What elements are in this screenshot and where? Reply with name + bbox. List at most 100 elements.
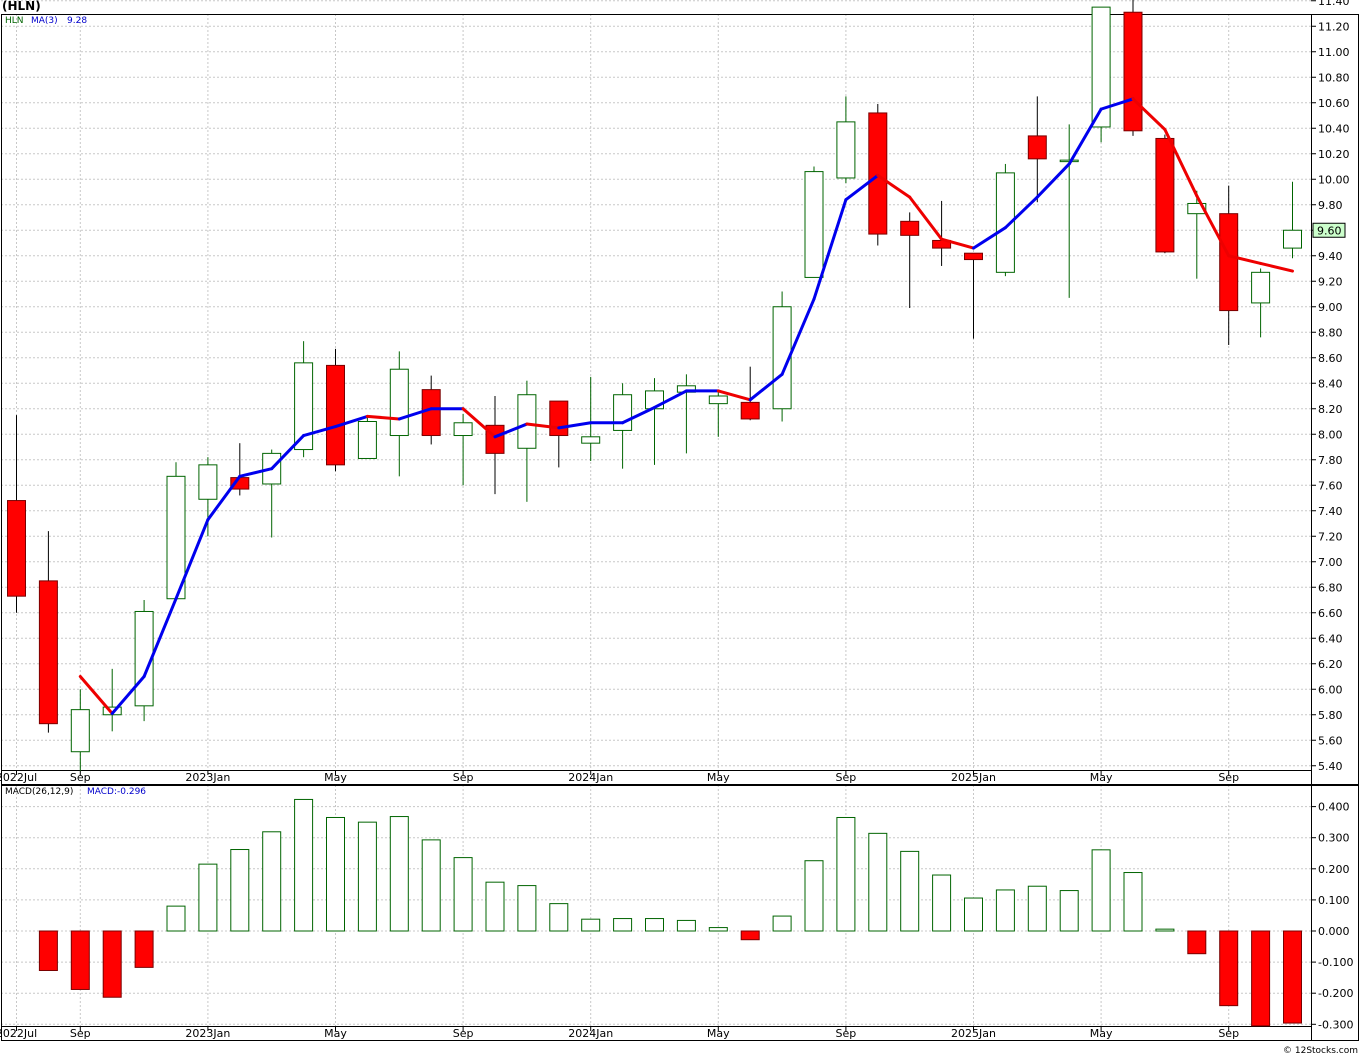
- macd-bar: [868, 832, 888, 932]
- ma-segment: [461, 407, 497, 439]
- candle-body: [613, 394, 633, 431]
- ma-segment: [844, 173, 880, 202]
- x-tick-label: Sep: [453, 1027, 474, 1040]
- y-tick-label: 7.00: [1318, 556, 1343, 569]
- macd-bar: [421, 839, 441, 932]
- macd-bar: [485, 881, 505, 932]
- ma-segment: [812, 198, 848, 301]
- ma-segment: [397, 407, 433, 421]
- ma-segment: [1227, 254, 1263, 265]
- x-tick-label: 2025Jan: [951, 1027, 996, 1040]
- y-tick-label: 9.40: [1318, 250, 1343, 263]
- y-tick-label: 11.40: [1318, 0, 1350, 8]
- y-tick-label: 6.80: [1318, 581, 1343, 594]
- macd-bar: [294, 798, 314, 932]
- candle-body: [836, 121, 856, 179]
- candle-body: [1027, 135, 1047, 160]
- candle-body: [1187, 202, 1207, 215]
- macd-bar: [1091, 849, 1111, 932]
- x-tick-label: Sep: [836, 771, 857, 784]
- y-tick-label: 10.80: [1318, 71, 1350, 84]
- ma-segment: [940, 237, 975, 250]
- candle-body: [1251, 271, 1271, 304]
- y-tick-label: 9.20: [1318, 275, 1343, 288]
- y-tick-label: 6.60: [1318, 607, 1343, 620]
- macd-bar: [1187, 930, 1207, 955]
- y-tick-label: 7.60: [1318, 479, 1343, 492]
- candle-body: [38, 580, 58, 725]
- ma-segment: [334, 414, 369, 429]
- candle-body: [868, 112, 888, 235]
- y-tick-label: 0.000: [1318, 925, 1350, 938]
- y-tick-label: -0.200: [1318, 987, 1353, 1000]
- copyright-text: © 12Stocks.com: [1283, 1046, 1358, 1056]
- candle-body: [804, 171, 824, 278]
- macd-bar: [198, 863, 218, 932]
- y-tick-label: 9.80: [1318, 199, 1343, 212]
- macd-bar: [1027, 885, 1047, 932]
- candle-body: [198, 464, 218, 500]
- y-tick-label: 0.300: [1318, 832, 1350, 845]
- ma-segment: [1035, 162, 1071, 199]
- ma-segment: [876, 173, 912, 199]
- ma-segment: [78, 675, 114, 715]
- ma-segment: [1131, 97, 1167, 132]
- x-tick-label: 2025Jan: [951, 771, 996, 784]
- candle-body: [453, 422, 473, 437]
- candle-body: [357, 421, 377, 459]
- moving-average-line: [78, 97, 1294, 715]
- x-tick-label: 2024Jan: [568, 1027, 613, 1040]
- ma-segment: [908, 195, 944, 241]
- ma-segment: [270, 434, 306, 471]
- macd-bar: [389, 816, 409, 932]
- macd-bar: [262, 831, 282, 932]
- ma-segment: [780, 297, 816, 376]
- last-price-label: 9.60: [1317, 224, 1342, 237]
- ma-segment: [621, 405, 656, 425]
- y-tick-label: 0.100: [1318, 894, 1350, 907]
- macd-bar: [932, 874, 952, 932]
- ma-segment: [653, 389, 688, 409]
- macd-bar: [326, 816, 345, 932]
- y-tick-label: 5.40: [1318, 760, 1343, 773]
- macd-bar: [166, 905, 186, 932]
- y-tick-label: 10.20: [1318, 148, 1350, 161]
- price-panel-grid: [1, 0, 1311, 770]
- candle-body: [389, 368, 409, 437]
- candle-body: [964, 252, 983, 261]
- macd-bar: [740, 930, 760, 941]
- y-tick-label: 7.20: [1318, 530, 1343, 543]
- candle-body: [772, 306, 792, 410]
- legend-macd-label: MACD(26,12,9): [5, 787, 74, 797]
- candle-body: [995, 172, 1015, 273]
- ma-segment: [1195, 194, 1231, 258]
- x-tick-label: 2022Jul: [0, 1027, 37, 1040]
- y-tick-label: 8.00: [1318, 428, 1343, 441]
- y-tick-label: 5.60: [1318, 734, 1343, 747]
- ma-segment: [365, 414, 401, 421]
- y-tick-label: 8.40: [1318, 377, 1343, 390]
- y-tick-label: 6.40: [1318, 632, 1343, 645]
- macd-bar: [38, 930, 58, 971]
- macd-bar: [676, 919, 696, 932]
- y-tick-label: 5.80: [1318, 709, 1343, 722]
- y-tick-label: 0.400: [1318, 801, 1350, 814]
- y-tick-label: 10.00: [1318, 173, 1350, 186]
- y-tick-label: 11.20: [1318, 20, 1350, 33]
- macd-y-axis: 0.400 0.300 0.200 0.100 0.000 -0.100 -0.200 -0.…: [1311, 801, 1353, 1031]
- macd-bar: [708, 927, 728, 932]
- x-tick-label: Sep: [1218, 771, 1239, 784]
- ma-segment: [142, 597, 178, 678]
- ma-segment: [206, 474, 242, 522]
- macd-bar: [1251, 930, 1271, 1027]
- y-tick-label: 8.80: [1318, 326, 1343, 339]
- macd-bar: [1219, 930, 1239, 1007]
- x-tick-label: Sep: [836, 1027, 857, 1040]
- price-x-axis: 2022Jul Sep 2023Jan May Sep 2024Jan May Sep 2025…: [0, 770, 1239, 784]
- x-tick-label: May: [707, 1027, 730, 1040]
- y-tick-label: 6.00: [1318, 683, 1343, 696]
- x-tick-label: 2023Jan: [185, 1027, 230, 1040]
- y-tick-label: 10.40: [1318, 122, 1350, 135]
- y-tick-label: 0.200: [1318, 863, 1350, 876]
- candle-body: [740, 401, 760, 420]
